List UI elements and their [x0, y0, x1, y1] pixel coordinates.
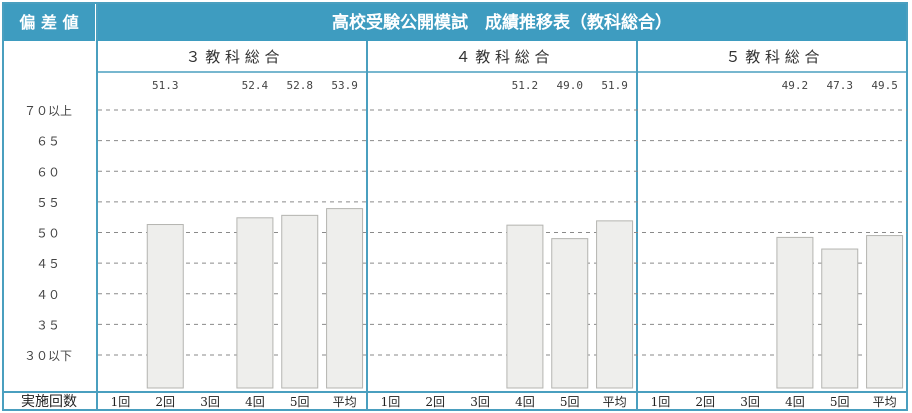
data-label: 52.8 — [287, 79, 314, 92]
bar — [146, 224, 184, 389]
data-label: 51.3 — [152, 79, 179, 92]
bar — [596, 220, 634, 389]
bar — [281, 214, 319, 389]
category-label: 5回 — [560, 395, 580, 409]
category-label: 1回 — [111, 395, 131, 409]
panel-title: ４ 教 科 総 合 — [455, 48, 549, 66]
category-label: 4回 — [785, 395, 805, 409]
category-label: 平均 — [603, 395, 627, 409]
data-label: 51.2 — [512, 79, 539, 92]
bar — [551, 238, 589, 389]
y-tick-label: ６０ — [36, 165, 60, 179]
y-tick-label: ４０ — [36, 288, 60, 302]
y-tick-label: ５０ — [36, 227, 60, 241]
y-tick-label: ３５ — [36, 318, 60, 332]
y-tick-label: ７０以上 — [24, 104, 72, 118]
data-label: 49.0 — [557, 79, 584, 92]
category-label: 2回 — [425, 395, 445, 409]
data-label: 53.9 — [331, 79, 358, 92]
data-label: 51.9 — [601, 79, 628, 92]
category-label: 平均 — [333, 395, 357, 409]
category-label: 5回 — [830, 395, 850, 409]
header-corner-bg — [3, 3, 95, 41]
gridlines — [98, 109, 907, 356]
panel-1: ３ 教 科 総 合 1回 51.3 2回 3回 52.4 4回 52.8 5回 53.9 平均 — [111, 48, 364, 409]
category-label: 3回 — [200, 395, 220, 409]
bar — [866, 235, 904, 389]
category-label: 2回 — [155, 395, 175, 409]
data-label: 47.3 — [827, 79, 854, 92]
category-label: 3回 — [740, 395, 760, 409]
bar — [776, 236, 814, 389]
data-label: 49.5 — [871, 79, 898, 92]
category-label: 5回 — [290, 395, 310, 409]
bar — [236, 217, 274, 389]
y-axis-ticks: ７０以上 ６５ ６０ ５５ ５０ ４５ ４０ ３５ ３０以下 — [24, 104, 72, 363]
y-tick-label: ６５ — [36, 135, 60, 149]
panel-3: ５ 教 科 総 合 1回 2回 3回 49.2 4回 47.3 5回 49.5 平均 — [651, 48, 904, 409]
y-tick-label: ４５ — [36, 257, 60, 271]
bar — [326, 208, 364, 389]
panel-title: ５ 教 科 総 合 — [725, 48, 819, 66]
corner-label: 偏 差 値 — [19, 13, 78, 32]
y-tick-label: ３０以下 — [24, 349, 72, 363]
category-label: 1回 — [381, 395, 401, 409]
bar — [821, 248, 859, 389]
chart-title: 高校受験公開模試 成績推移表（教科総合） — [332, 12, 672, 33]
header-title-bg — [97, 3, 907, 41]
data-label: 52.4 — [242, 79, 269, 92]
category-label: 4回 — [515, 395, 535, 409]
footer-label: 実施回数 — [21, 394, 77, 410]
panel-title: ３ 教 科 総 合 — [185, 48, 279, 66]
y-tick-label: ５５ — [36, 196, 60, 210]
category-label: 平均 — [873, 395, 897, 409]
category-label: 4回 — [245, 395, 265, 409]
bar — [506, 224, 544, 389]
data-label: 49.2 — [782, 79, 809, 92]
category-label: 1回 — [651, 395, 671, 409]
category-label: 3回 — [470, 395, 490, 409]
category-label: 2回 — [695, 395, 715, 409]
panel-2: ４ 教 科 総 合 1回 2回 3回 51.2 4回 49.0 5回 51.9 平均 — [381, 48, 634, 409]
